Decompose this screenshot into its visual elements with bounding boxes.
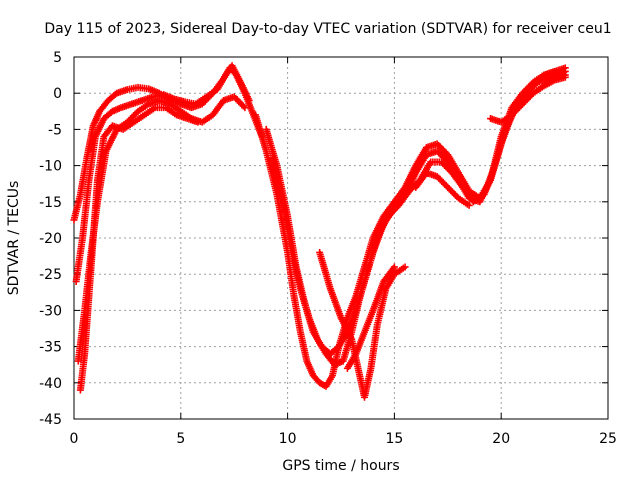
series-arc-8 — [316, 248, 409, 401]
y-tick-label: -40 — [39, 376, 62, 392]
data-point — [390, 263, 398, 271]
y-tick-label: -45 — [39, 412, 62, 428]
x-tick-labels: 0 5 10 15 20 25 — [70, 431, 617, 447]
chart-title: Day 115 of 2023, Sidereal Day-to-day VTE… — [44, 21, 611, 37]
y-tick-label: -35 — [39, 340, 62, 356]
data-point — [561, 73, 569, 81]
data-point — [245, 96, 253, 104]
axis-ticks — [73, 56, 609, 420]
y-tick-labels: 5 0 -5 -10 -15 -20 -25 -30 -35 -40 -45 — [39, 50, 62, 428]
x-tick-label: 5 — [176, 431, 185, 447]
y-axis-label: SDTVAR / TECUs — [6, 181, 22, 296]
x-axis-label: GPS time / hours — [282, 458, 399, 474]
x-tick-label: 20 — [492, 431, 510, 447]
series-arc-4 — [76, 104, 202, 394]
y-tick-label: -25 — [39, 267, 62, 283]
y-tick-label: 5 — [53, 50, 62, 66]
series-arc-5 — [252, 67, 569, 390]
x-tick-label: 0 — [70, 431, 79, 447]
series-arc-7 — [269, 67, 569, 369]
data-point — [241, 104, 249, 112]
x-tick-label: 10 — [279, 431, 297, 447]
series-arc-2 — [72, 62, 253, 285]
y-tick-label: -15 — [39, 195, 62, 211]
y-tick-label: 0 — [53, 86, 62, 102]
series-arc-3 — [74, 93, 249, 365]
x-tick-label: 25 — [599, 431, 617, 447]
y-tick-label: -20 — [39, 231, 62, 247]
series-arc-10 — [412, 169, 473, 209]
y-tick-label: -5 — [48, 122, 62, 138]
y-tick-label: -30 — [39, 303, 62, 319]
data-point — [194, 118, 202, 126]
data-points — [70, 62, 569, 401]
series-arc-11 — [487, 73, 569, 126]
y-tick-label: -10 — [39, 159, 62, 175]
data-point — [465, 201, 473, 209]
x-tick-label: 15 — [385, 431, 403, 447]
series-arc-9 — [343, 263, 398, 372]
data-point — [401, 263, 409, 271]
